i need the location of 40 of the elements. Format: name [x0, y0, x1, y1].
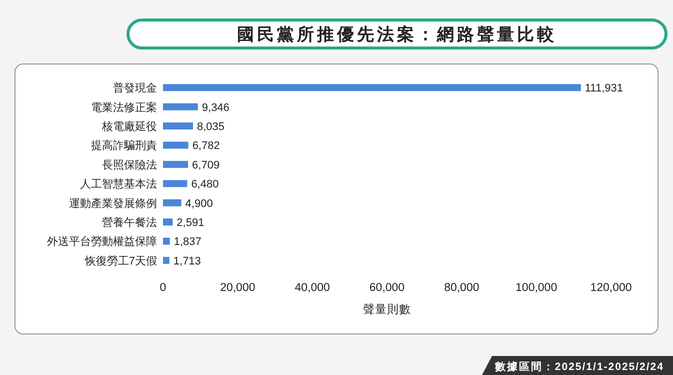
y-tick-label: 長照保險法 — [102, 158, 157, 172]
bar — [163, 160, 188, 168]
data-label: 8,035 — [196, 121, 225, 133]
y-tick-label: 運動產業發展條例 — [69, 196, 157, 210]
x-tick-label: 120,000 — [590, 282, 632, 294]
y-tick-label: 營養午餐法 — [102, 216, 157, 229]
data-label: 9,346 — [202, 102, 230, 114]
bar — [163, 238, 170, 245]
y-tick-label: 核電廠延役 — [101, 120, 157, 133]
chart-title: 國民黨所推優先法案：網路聲量比較 — [237, 24, 557, 44]
bar — [163, 199, 182, 206]
bar — [163, 84, 581, 92]
data-label: 2,591 — [176, 217, 204, 229]
y-tick-label: 人工智慧基本法 — [80, 178, 157, 191]
data-label: 1,837 — [174, 236, 202, 248]
data-label: 6,480 — [191, 178, 219, 191]
y-tick-label: 外送平台勞動權益保障 — [47, 235, 157, 248]
x-tick-label: 80,000 — [444, 282, 480, 294]
bar — [163, 142, 188, 149]
text: 數據區間：2025/1/1-2025/2/24 — [494, 360, 664, 373]
x-tick-label: 60,000 — [369, 282, 405, 294]
data-label: 111,931 — [584, 82, 624, 95]
bar — [163, 256, 170, 264]
bar — [163, 180, 188, 188]
y-tick-label: 電業法修正案 — [91, 100, 157, 114]
bar — [163, 218, 173, 226]
y-tick-label: 提高詐騙刑責 — [91, 139, 157, 152]
x-tick-label: 40,000 — [294, 282, 330, 294]
x-tick-label: 20,000 — [220, 282, 256, 294]
bar — [163, 103, 198, 110]
data-label: 4,900 — [185, 198, 213, 210]
x-tick-label: 0 — [160, 282, 166, 294]
x-tick-label: 100,000 — [516, 282, 558, 294]
x-axis-title: 聲量則數 — [363, 303, 411, 316]
y-tick-label: 恢復勞工7天假 — [84, 254, 157, 268]
data-label: 6,782 — [192, 140, 220, 152]
data-label: 1,713 — [173, 255, 201, 268]
bar — [163, 122, 193, 130]
y-tick-label: 普發現金 — [113, 82, 157, 95]
data-label: 6,709 — [192, 159, 220, 172]
